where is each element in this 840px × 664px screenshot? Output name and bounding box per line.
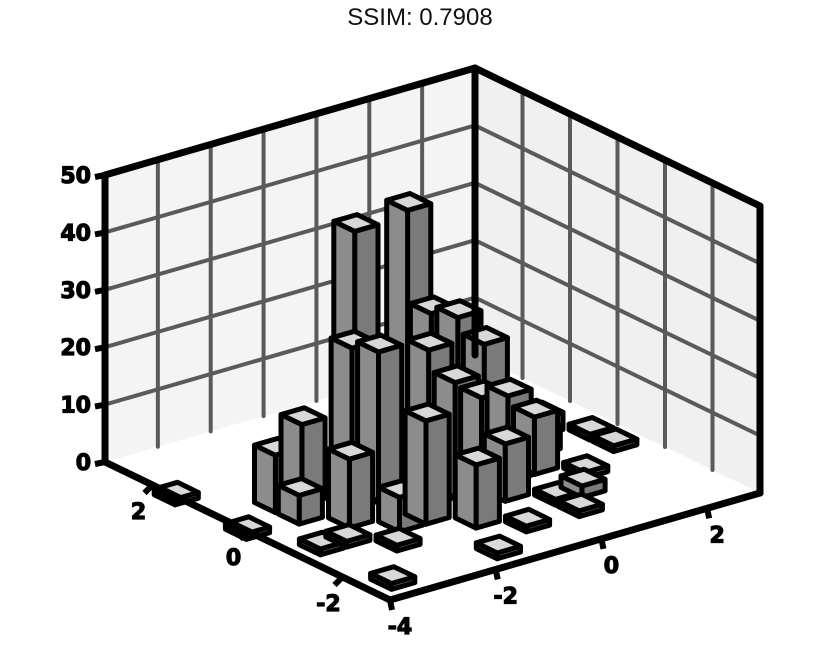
bar-top-face [555, 491, 605, 514]
x-tick-label: 2 [709, 523, 724, 548]
z-tick-mark [94, 459, 106, 467]
bar [373, 525, 423, 554]
bar-top-face [405, 330, 455, 353]
bar [502, 506, 553, 535]
bar-top-face [402, 401, 452, 424]
grid-line [473, 180, 762, 323]
z-tick-mark [94, 401, 106, 410]
z-tick-label: 10 [60, 394, 91, 419]
x-tick-mark [598, 538, 607, 550]
bar-top-face [384, 191, 434, 213]
bar-side-face [326, 446, 352, 531]
bar-front-face [531, 407, 561, 477]
bar-top-face [502, 506, 553, 529]
bar [558, 466, 608, 500]
bar-top-face [473, 533, 523, 556]
z-tick-mark [94, 172, 106, 180]
chart-title: SSIM: 0.7908 [347, 4, 493, 31]
tick-labels: 0 10 20 30 40 50 -4 -2 0 2 -2 0 2 [60, 163, 726, 640]
x-tick-label: -4 [388, 615, 412, 640]
grid-line [473, 238, 762, 381]
bars [151, 191, 640, 592]
bar-front-face [473, 455, 502, 531]
bar [473, 533, 523, 562]
y-tick-mark [332, 574, 345, 588]
axis-edge [471, 64, 764, 210]
bar [368, 564, 418, 592]
bar [590, 426, 640, 455]
x-tick-label: 0 [604, 554, 619, 579]
bar-top-face [326, 439, 376, 462]
bar [296, 529, 346, 558]
bar-top-face [431, 363, 481, 386]
z-tick-label: 30 [60, 279, 91, 304]
z-tick-mark [94, 229, 106, 238]
bar [555, 491, 605, 520]
bar-top-face [355, 332, 405, 355]
bar-side-face [402, 408, 429, 527]
bar-top-face [481, 424, 531, 447]
bar-front-face [346, 449, 376, 531]
grid-line [103, 123, 477, 235]
axis-edge [386, 489, 764, 604]
z-tick-label: 20 [60, 336, 91, 361]
bar [402, 401, 452, 527]
y-tick-label: 0 [226, 546, 241, 571]
axis-frame [94, 64, 764, 611]
bar-front-face [376, 342, 405, 504]
bar-front-face [502, 434, 531, 504]
z-tick-mark [94, 344, 106, 353]
bar [326, 439, 376, 531]
bar-top-face [331, 212, 381, 234]
bar-top-face [275, 476, 325, 498]
bar-top-face [373, 525, 423, 548]
y-tick-mark [237, 528, 250, 542]
z-tick-label: 50 [60, 164, 91, 189]
grid-line [473, 123, 762, 266]
bar [275, 476, 325, 527]
bar-top-face [558, 466, 608, 489]
bar-top-face [368, 564, 418, 586]
y-tick-label: 2 [131, 500, 146, 525]
bar [452, 445, 502, 531]
bar-top-face [511, 397, 561, 420]
y-tick-mark [142, 482, 155, 496]
z-tick-label: 0 [76, 451, 91, 476]
bar-top-face [323, 522, 373, 544]
bar-top-face [561, 453, 611, 476]
z-tick-mark [94, 286, 106, 295]
bar-top-face [278, 405, 328, 428]
z-tick-label: 40 [60, 221, 91, 246]
axis-edge [101, 64, 479, 179]
y-tick-label: -2 [316, 592, 340, 617]
bar-top-face [590, 426, 640, 449]
grid-line [473, 295, 762, 438]
grid-lines [103, 81, 762, 472]
x-tick-mark [492, 568, 501, 581]
bar-top-face [484, 376, 534, 399]
bar-front-face [423, 411, 452, 527]
x-tick-mark [387, 599, 395, 611]
bar-top-face [452, 445, 502, 468]
bar [323, 522, 373, 550]
x-tick-label: -2 [493, 584, 517, 609]
x-tick-mark [704, 507, 713, 519]
